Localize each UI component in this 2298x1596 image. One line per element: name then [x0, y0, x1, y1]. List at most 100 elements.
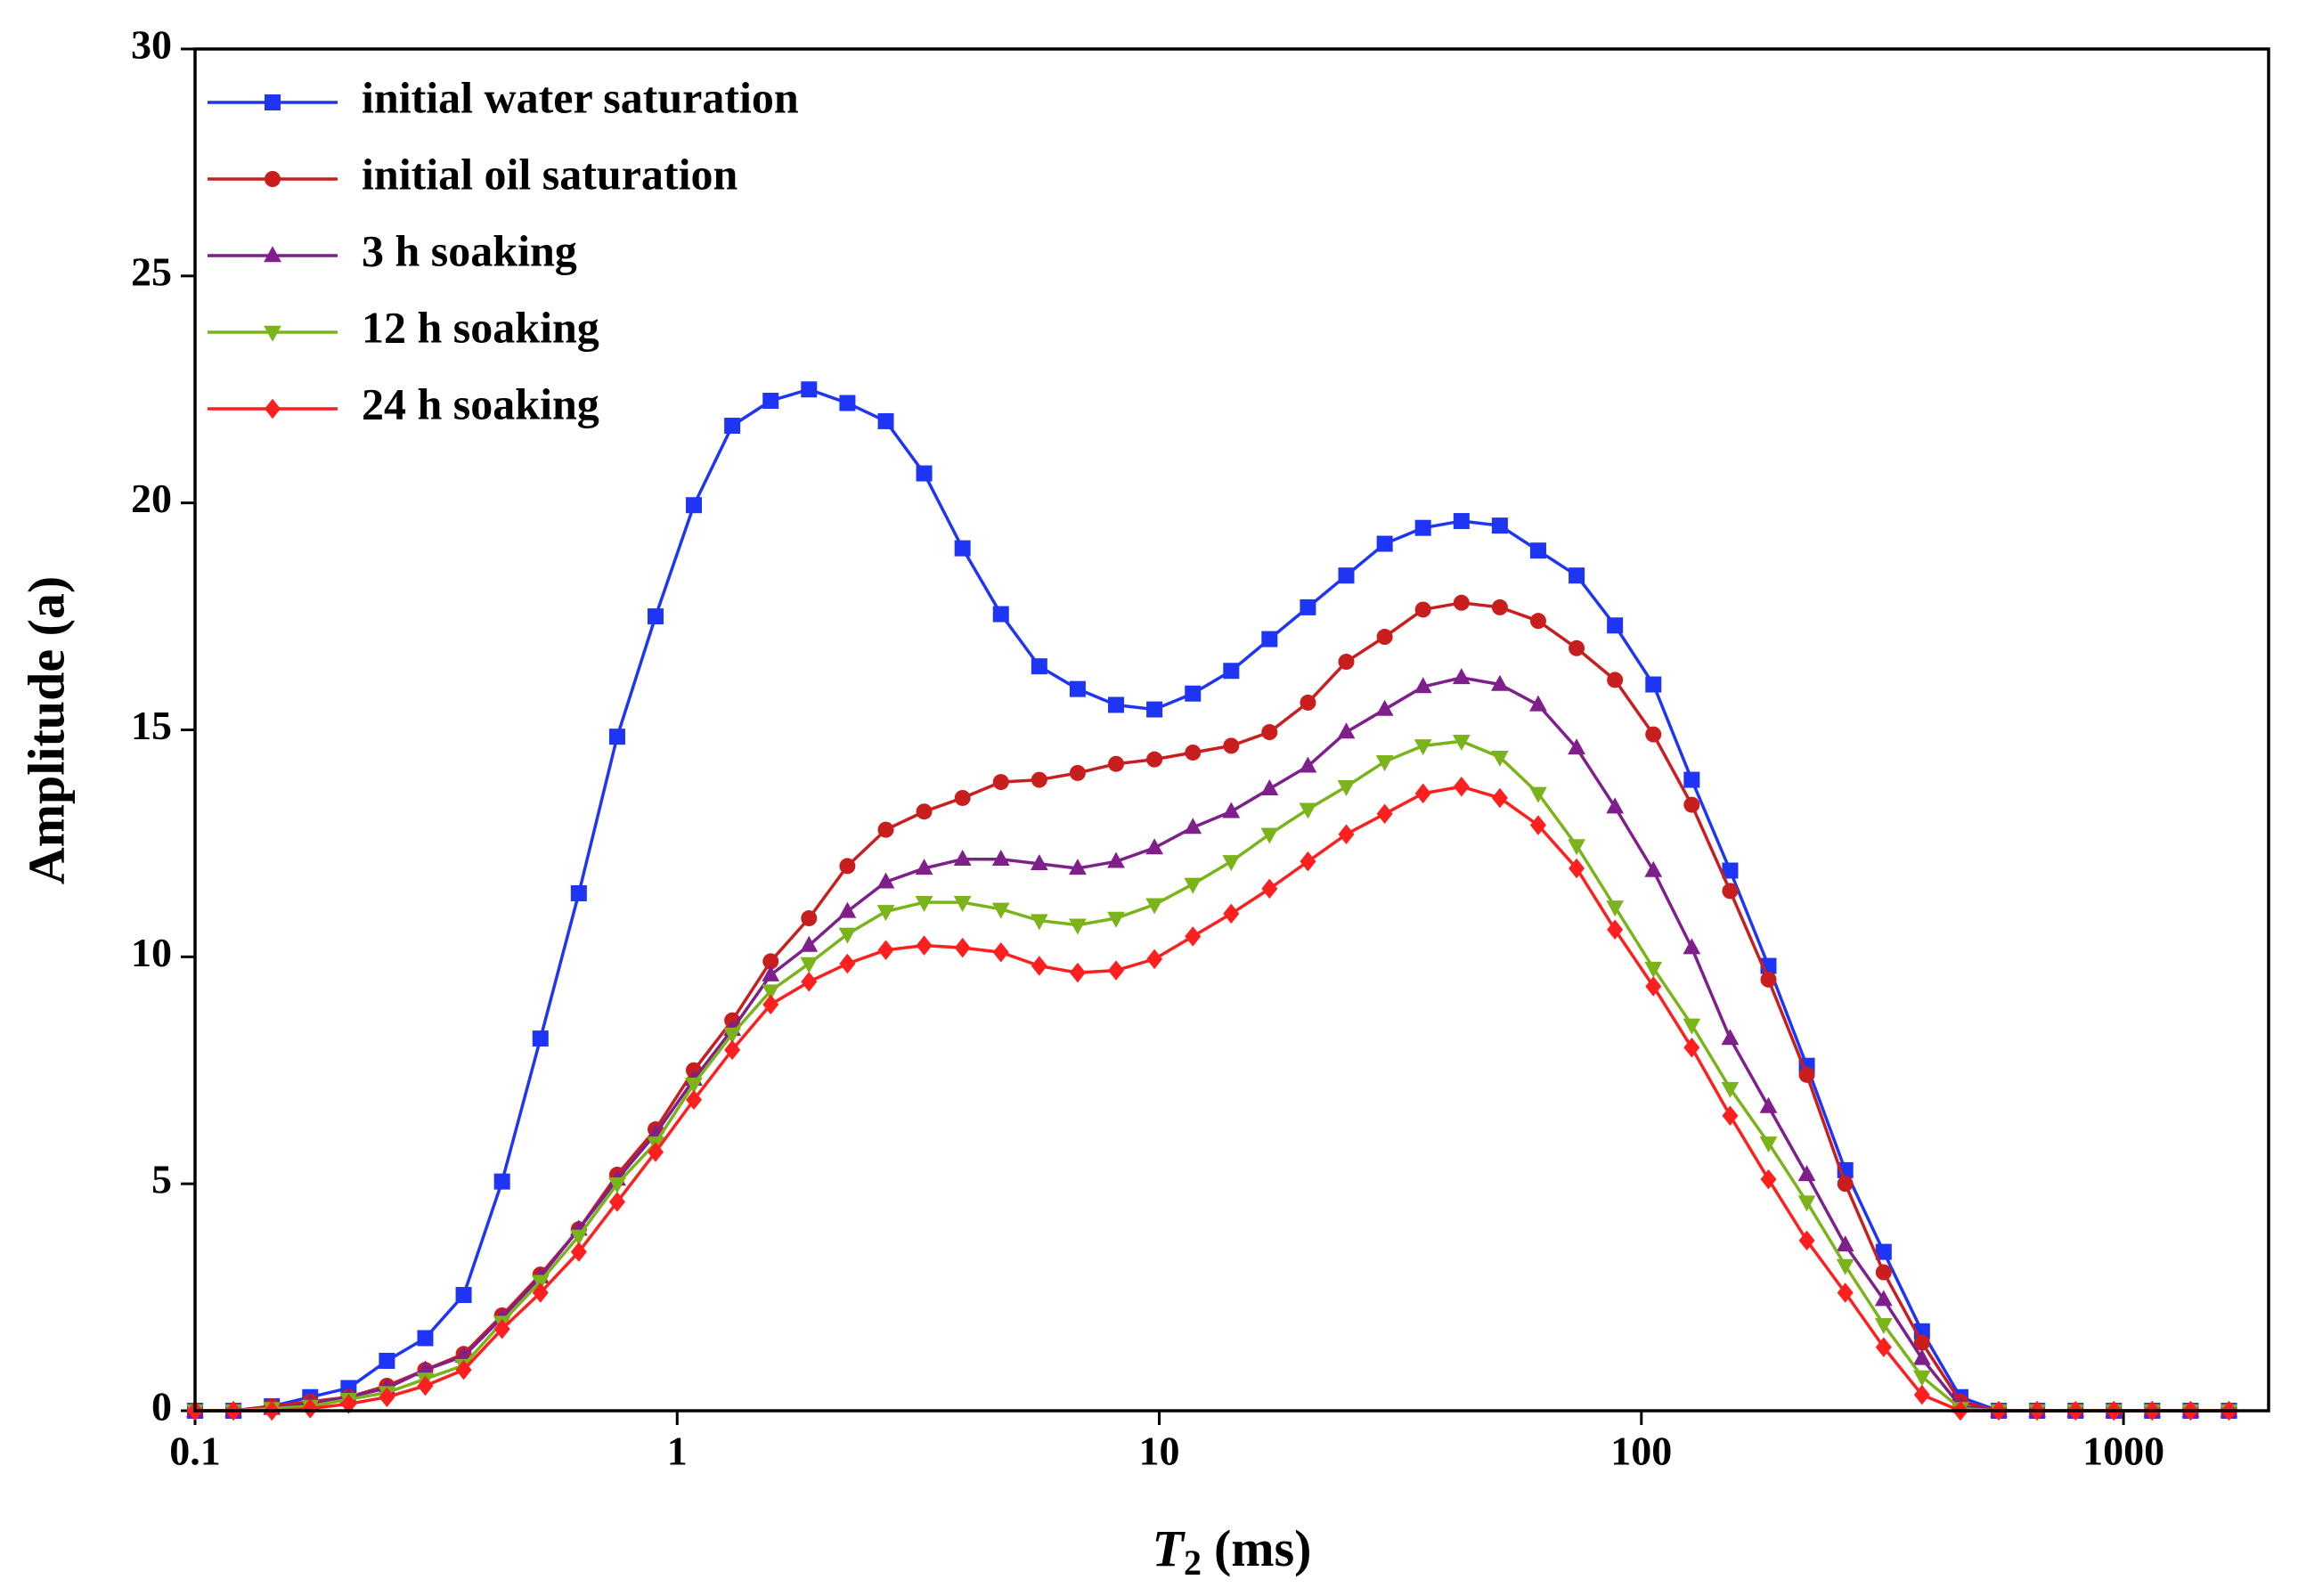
marker — [1337, 722, 1356, 739]
marker — [1030, 914, 1048, 931]
marker — [1223, 663, 1240, 680]
marker — [915, 859, 933, 875]
marker — [1491, 674, 1509, 691]
marker — [1683, 796, 1700, 813]
marker — [1260, 827, 1279, 844]
legend-marker — [265, 398, 281, 419]
marker — [685, 1077, 703, 1094]
marker — [915, 895, 933, 912]
marker — [1375, 754, 1394, 771]
marker — [1644, 860, 1663, 877]
marker — [762, 965, 780, 981]
marker — [723, 1027, 742, 1044]
marker — [1146, 949, 1163, 970]
marker — [1683, 1038, 1700, 1058]
marker — [1568, 738, 1585, 755]
marker — [493, 1319, 510, 1340]
marker — [1375, 699, 1394, 716]
marker — [762, 953, 779, 970]
marker — [532, 1282, 549, 1303]
marker — [1606, 900, 1625, 917]
marker — [1452, 735, 1471, 752]
marker — [1529, 815, 1546, 835]
marker — [1145, 838, 1164, 855]
marker — [1261, 724, 1278, 741]
marker — [1453, 594, 1470, 611]
marker — [379, 1387, 395, 1407]
series — [186, 735, 2238, 1421]
marker — [1798, 1066, 1815, 1083]
marker — [1875, 1264, 1892, 1281]
marker — [1261, 631, 1278, 647]
marker — [801, 910, 818, 927]
plot-frame — [193, 47, 2270, 1413]
marker — [992, 606, 1009, 623]
y-tick-label: 20 — [131, 476, 172, 521]
y-axis-title: Amplitude (a) — [17, 576, 75, 884]
marker — [1069, 859, 1087, 875]
marker — [1414, 783, 1431, 804]
marker — [1798, 1230, 1815, 1251]
marker — [1722, 862, 1739, 879]
marker — [340, 1394, 357, 1414]
marker — [916, 465, 933, 482]
marker — [1569, 639, 1585, 656]
marker — [1607, 919, 1624, 940]
marker — [1107, 911, 1125, 928]
marker — [1414, 601, 1431, 618]
marker — [1376, 535, 1393, 552]
marker — [1338, 654, 1355, 671]
marker — [1491, 517, 1508, 534]
marker — [1299, 756, 1317, 773]
marker — [1185, 926, 1202, 947]
marker — [954, 540, 971, 557]
marker — [379, 1352, 395, 1369]
marker — [1223, 903, 1240, 924]
series — [187, 594, 2237, 1419]
marker — [839, 953, 856, 974]
series-line — [195, 739, 2229, 1413]
marker — [1338, 567, 1355, 584]
marker — [1376, 803, 1393, 825]
marker — [1837, 1282, 1854, 1303]
marker — [570, 884, 587, 901]
marker — [1261, 878, 1278, 900]
marker — [1069, 680, 1086, 697]
marker — [1108, 755, 1125, 772]
x-tick-label: 1 — [667, 1429, 688, 1474]
marker — [1260, 778, 1279, 795]
x-tick-label: 100 — [1610, 1429, 1672, 1474]
marker — [1300, 694, 1316, 711]
marker — [1875, 1337, 1892, 1357]
marker — [1491, 787, 1508, 809]
marker — [1683, 771, 1700, 788]
marker — [1299, 802, 1317, 819]
marker — [876, 905, 895, 922]
x-axis-symbol: T — [1153, 1519, 1186, 1577]
marker — [838, 927, 857, 944]
marker — [1759, 1096, 1778, 1113]
legend-label: initial oil saturation — [362, 149, 737, 199]
marker — [1108, 960, 1125, 981]
marker — [992, 941, 1009, 963]
marker — [1414, 519, 1431, 536]
marker — [493, 1173, 510, 1190]
marker — [1452, 668, 1471, 685]
marker — [838, 901, 857, 918]
series — [186, 668, 2238, 1418]
marker — [1453, 513, 1470, 530]
y-tick-label: 25 — [131, 248, 172, 294]
marker — [1913, 1334, 1930, 1351]
marker — [1912, 1370, 1931, 1387]
marker — [953, 895, 972, 912]
marker — [1376, 629, 1393, 646]
marker — [1875, 1243, 1892, 1260]
marker — [1721, 1029, 1740, 1046]
marker — [1760, 971, 1777, 988]
series — [187, 381, 2237, 1419]
marker — [800, 957, 819, 973]
marker — [1645, 726, 1662, 743]
legend-label: 24 h soaking — [362, 379, 599, 428]
marker — [1107, 851, 1125, 868]
